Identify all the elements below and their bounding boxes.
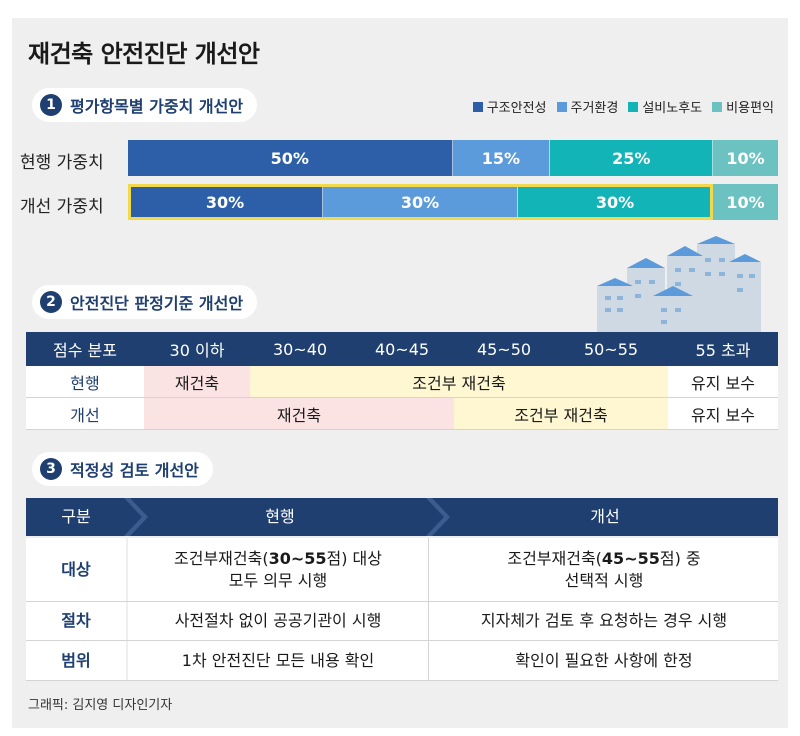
- stacked-bar-improved: 30% 30% 30% 10%: [128, 184, 778, 220]
- review-improved-target: 조건부재건축(45~55점) 중 선택적 시행: [507, 548, 701, 590]
- criteria-header-cell: 40~45: [350, 332, 454, 366]
- section1-title: 평가항목별 가중치 개선안: [70, 97, 244, 116]
- legend-item: 주거환경: [556, 97, 619, 116]
- legend-item: 구조안전성: [472, 97, 547, 116]
- stacked-bar-current: 50% 15% 25% 10%: [128, 140, 778, 176]
- criteria-header-cell: 30 이하: [144, 332, 250, 366]
- legend-item: 비용편익: [712, 97, 774, 116]
- bar-segment: 30%: [128, 184, 323, 220]
- criteria-header-cell: 50~55: [554, 332, 668, 366]
- row-divider: [26, 680, 778, 681]
- review-current-procedure: 사전절차 없이 공공기관이 시행: [174, 611, 382, 631]
- legend-swatch: [472, 101, 483, 112]
- bar-segment: 30%: [323, 184, 518, 220]
- criteria-table-header: 점수 분포 30 이하 30~40 40~45 45~50 50~55 55 초…: [26, 332, 778, 366]
- legend-label: 비용편익: [726, 101, 774, 116]
- bar-row-label-current: 현행 가중치: [20, 153, 104, 173]
- review-current-scope: 1차 안전진단 모든 내용 확인: [181, 650, 375, 670]
- graphic-credit: 그래픽: 김지영 디자인기자: [28, 698, 173, 713]
- chart-legend: 구조안전성 주거환경 설비노후도 비용편익: [472, 97, 774, 116]
- row-divider: [26, 640, 778, 641]
- row-divider: [26, 601, 778, 602]
- section3-number: 3: [40, 458, 62, 480]
- criteria-header-cell: 30~40: [250, 332, 350, 366]
- criteria-cell: 재건축: [144, 366, 250, 398]
- criteria-cell: 재건축: [144, 397, 454, 430]
- column-divider: [428, 538, 429, 680]
- criteria-header-cell: 45~50: [454, 332, 554, 366]
- legend-label: 설비노후도: [642, 101, 703, 116]
- section3-title: 적정성 검토 개선안: [70, 461, 199, 480]
- section1-number: 1: [40, 94, 62, 116]
- review-improved-procedure: 지자체가 검토 후 요청하는 경우 시행: [480, 611, 728, 631]
- review-header-cell: 현행: [265, 507, 295, 527]
- page-title: 재건축 안전진단 개선안: [28, 40, 260, 68]
- apartment-buildings-illustration: [597, 236, 761, 336]
- criteria-header-cell: 55 초과: [668, 332, 778, 366]
- review-table-header-band: [26, 498, 778, 536]
- bar-segment: 25%: [550, 140, 714, 176]
- review-current-target: 조건부재건축(30~55점) 대상 모두 의무 시행: [174, 548, 382, 590]
- legend-label: 주거환경: [570, 101, 619, 116]
- section2-number: 2: [40, 291, 62, 313]
- legend-item: 설비노후도: [628, 97, 702, 116]
- legend-label: 구조안전성: [486, 101, 547, 116]
- section1-heading: 1 평가항목별 가중치 개선안: [32, 88, 258, 122]
- review-row-label: 범위: [61, 650, 91, 670]
- bar-segment: 50%: [128, 140, 453, 176]
- bar-segment: 10%: [713, 184, 778, 220]
- bar-row-label-improved: 개선 가중치: [20, 197, 104, 217]
- bar-segment: 30%: [518, 184, 713, 220]
- criteria-header-cell: 점수 분포: [26, 332, 144, 366]
- criteria-row-current: 현행 재건축 조건부 재건축 유지 보수: [26, 366, 778, 398]
- criteria-cell: 조건부 재건축: [454, 397, 668, 430]
- review-improved-scope: 확인이 필요한 사항에 한정: [515, 650, 693, 670]
- section2-title: 안전진단 판정기준 개선안: [70, 294, 244, 313]
- legend-swatch: [712, 101, 723, 112]
- criteria-row-improved: 개선 재건축 조건부 재건축 유지 보수: [26, 397, 778, 430]
- criteria-cell: 유지 보수: [668, 366, 778, 398]
- review-label-column-bg: [26, 538, 126, 680]
- bar-segment: 15%: [452, 140, 551, 176]
- section3-heading: 3 적정성 검토 개선안: [32, 452, 213, 486]
- criteria-cell: 유지 보수: [668, 397, 778, 430]
- review-body-bg: [128, 538, 778, 680]
- legend-swatch: [556, 101, 567, 112]
- infographic-card: 재건축 안전진단 개선안 1 평가항목별 가중치 개선안 구조안전성 주거환경 …: [12, 18, 788, 728]
- review-header-cell: 개선: [590, 507, 620, 527]
- review-row-label: 대상: [61, 559, 91, 579]
- review-header-cell: 구분: [61, 507, 91, 527]
- legend-swatch: [628, 101, 639, 112]
- criteria-row-label: 현행: [26, 366, 144, 398]
- criteria-row-label: 개선: [26, 397, 144, 430]
- criteria-table: 점수 분포 30 이하 30~40 40~45 45~50 50~55 55 초…: [26, 332, 778, 430]
- review-row-label: 절차: [61, 611, 91, 631]
- criteria-cell: 조건부 재건축: [250, 366, 668, 398]
- bar-segment: 10%: [713, 140, 778, 176]
- section2-heading: 2 안전진단 판정기준 개선안: [32, 285, 258, 319]
